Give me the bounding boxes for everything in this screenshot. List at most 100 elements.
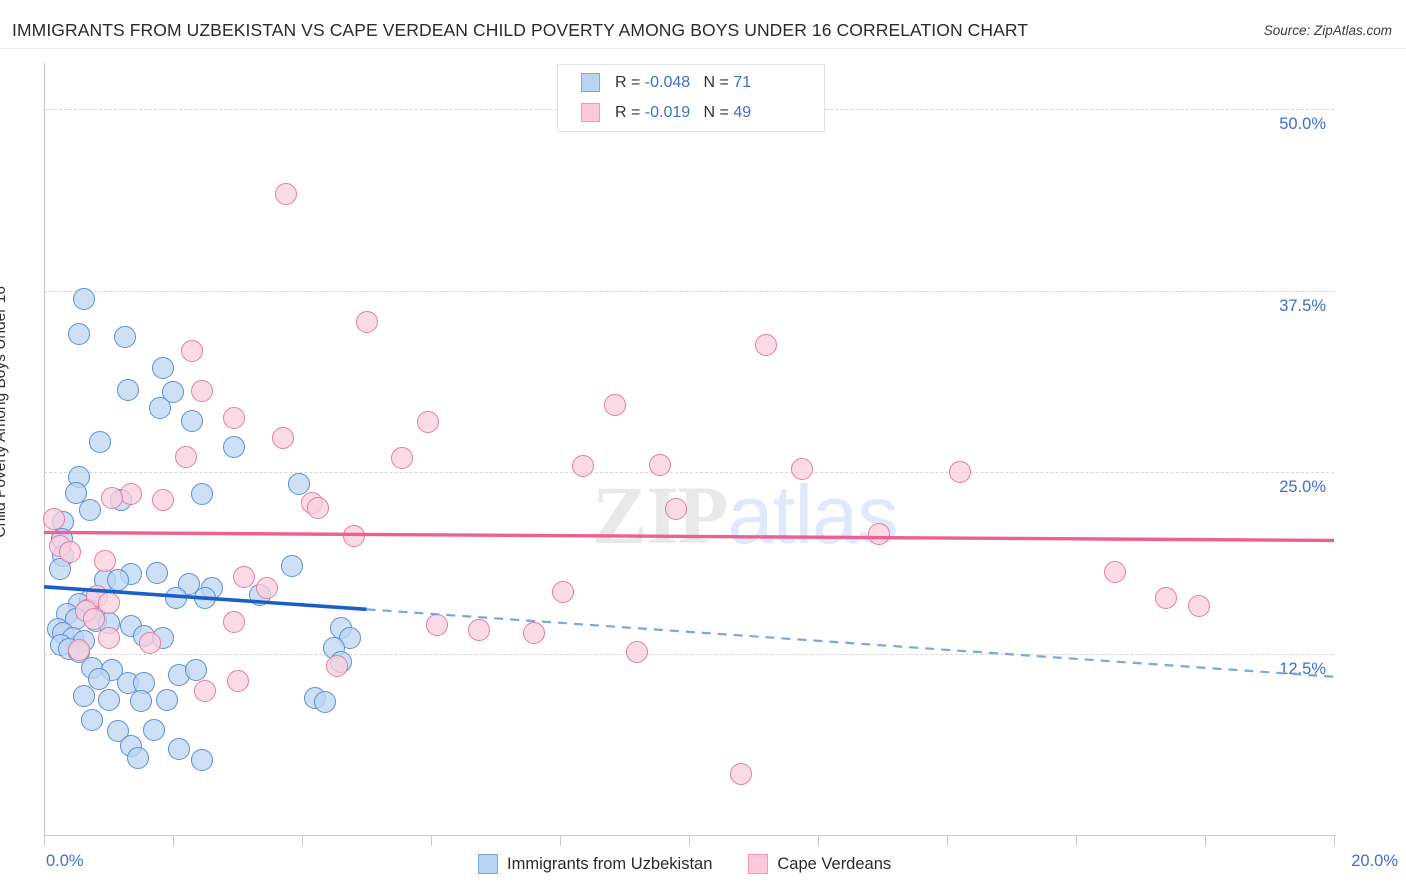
scatter-point: [274, 183, 297, 206]
y-tick-label: 25.0%: [1279, 478, 1326, 497]
scatter-point: [145, 562, 168, 585]
stat-swatch-pink: [581, 103, 600, 122]
scatter-point: [113, 326, 136, 349]
scatter-point: [626, 641, 649, 664]
scatter-point: [49, 558, 72, 581]
header-divider: [0, 48, 1406, 49]
page-title: IMMIGRANTS FROM UZBEKISTAN VS CAPE VERDE…: [12, 20, 1029, 40]
x-tick-label-min: 0.0%: [46, 852, 84, 870]
scatter-point: [868, 522, 891, 545]
scatter-point: [416, 411, 439, 434]
correlation-stats-box: R = -0.048 N = 71 R = -0.019 N = 49: [557, 64, 825, 132]
legend-swatch-uzbekistan: [478, 854, 498, 874]
stat-text-blue: R = -0.048 N = 71: [615, 74, 751, 92]
scatter-point: [1187, 595, 1210, 618]
x-tick: [1076, 835, 1077, 846]
legend-label-uzbekistan: Immigrants from Uzbekistan: [507, 854, 713, 873]
scatter-point: [155, 689, 178, 712]
stat-row-capeverdean: R = -0.019 N = 49: [558, 98, 824, 127]
scatter-point: [152, 356, 175, 379]
scatter-point: [72, 287, 95, 310]
scatter-point: [72, 685, 95, 708]
scatter-point: [665, 498, 688, 521]
scatter-point: [142, 718, 165, 741]
scatter-point: [307, 497, 330, 520]
scatter-point: [194, 679, 217, 702]
scatter-point: [139, 632, 162, 655]
scatter-point: [523, 621, 546, 644]
r-value-pink: -0.019: [644, 103, 691, 121]
scatter-point: [342, 525, 365, 548]
x-tick: [431, 835, 432, 846]
scatter-point: [126, 747, 149, 770]
scatter-point: [65, 482, 88, 505]
n-value-blue: 71: [733, 73, 752, 91]
scatter-point: [390, 447, 413, 470]
scatter-point: [68, 638, 91, 661]
watermark-zip: ZIP: [592, 469, 728, 561]
scatter-point: [168, 737, 191, 760]
scatter-point: [97, 626, 120, 649]
scatter-point: [181, 410, 204, 433]
n-value-pink: 49: [733, 103, 752, 121]
x-tick: [818, 835, 819, 846]
plot-area: ZIPatlas 12.5% 25.0% 37.5% 50.0%: [42, 63, 1334, 835]
y-axis-line: [44, 63, 45, 835]
scatter-point: [755, 334, 778, 357]
scatter-point: [287, 472, 310, 495]
stat-text-pink: R = -0.019 N = 49: [615, 104, 751, 122]
watermark: ZIPatlas: [592, 467, 899, 563]
x-tick: [302, 835, 303, 846]
scatter-point: [790, 457, 813, 480]
x-tick: [689, 835, 690, 846]
scatter-point: [149, 397, 172, 420]
scatter-point: [87, 668, 110, 690]
scatter-point: [94, 550, 117, 573]
scatter-point: [116, 378, 139, 401]
scatter-point: [948, 461, 971, 484]
y-tick-label: 37.5%: [1279, 296, 1326, 315]
scatter-point: [571, 455, 594, 478]
scatter-point: [107, 569, 130, 592]
scatter-point: [339, 626, 362, 649]
scatter-point: [174, 445, 197, 468]
scatter-point: [129, 689, 152, 712]
scatter-point: [313, 691, 336, 714]
scatter-point: [603, 393, 626, 416]
scatter-point: [191, 482, 214, 505]
legend-swatch-capeverdean: [748, 854, 769, 874]
scatter-point: [281, 554, 304, 577]
x-tick: [947, 835, 948, 846]
x-tick: [1205, 835, 1206, 846]
stat-row-uzbekistan: R = -0.048 N = 71: [558, 68, 824, 97]
x-tick-label-max: 20.0%: [1351, 852, 1398, 870]
scatter-point: [255, 576, 278, 599]
scatter-point: [162, 380, 184, 403]
stat-swatch-blue: [581, 73, 600, 92]
scatter-point: [326, 654, 349, 677]
scatter-point: [79, 498, 102, 521]
scatter-point: [191, 379, 214, 402]
y-axis-title: Child Poverty Among Boys Under 16: [0, 286, 9, 538]
gridline-y: [44, 653, 1334, 655]
scatter-point: [468, 619, 491, 642]
scatter-point: [165, 587, 188, 610]
scatter-point: [355, 311, 378, 334]
scatter-point: [552, 580, 575, 603]
scatter-point: [226, 670, 249, 693]
scatter-point: [1155, 587, 1178, 610]
y-tick-label: 50.0%: [1279, 115, 1326, 134]
n-label-blue: N =: [703, 73, 734, 91]
scatter-point: [83, 607, 106, 630]
scatter-point: [152, 488, 175, 511]
scatter-point: [184, 659, 207, 682]
scatter-point: [648, 453, 671, 476]
scatter-point: [223, 406, 246, 429]
gridline-y: [44, 472, 1334, 474]
r-value-blue: -0.048: [644, 73, 691, 91]
x-tick: [173, 835, 174, 846]
n-label-pink: N =: [703, 103, 734, 121]
scatter-point: [89, 431, 112, 454]
x-tick: [44, 835, 45, 846]
scatter-point: [271, 427, 294, 450]
